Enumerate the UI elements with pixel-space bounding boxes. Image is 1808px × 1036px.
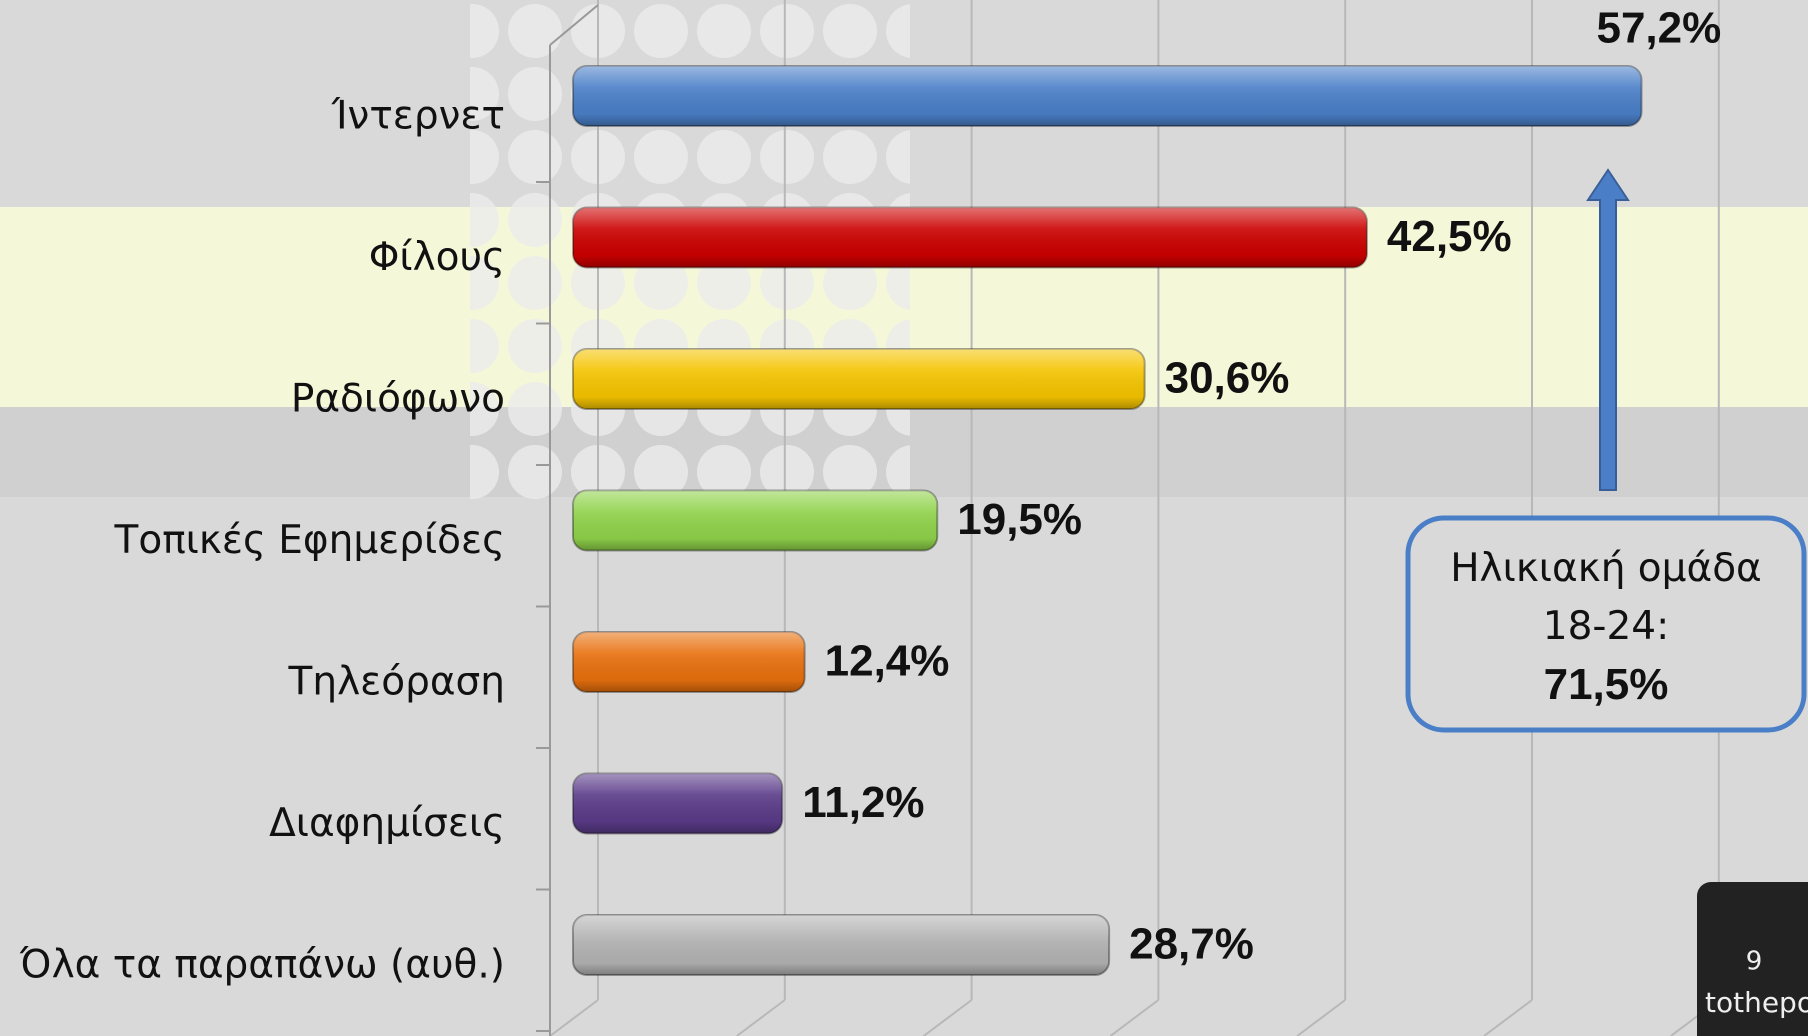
grid-floor: [549, 999, 599, 1036]
bar-shine: [573, 207, 1367, 268]
grid-floor: [736, 999, 786, 1036]
grid-floor: [1109, 999, 1160, 1036]
y-tick-label: Διαφημίσεις: [269, 801, 505, 846]
bars: 57,2% 42,5% 30,6% 19,5% 12,4% 11,2% 28,7%: [572, 4, 1721, 976]
value-label: 12,4%: [825, 637, 950, 686]
value-label: 57,2%: [1596, 4, 1721, 53]
y-tick-label: Ραδιόφωνο: [291, 377, 505, 422]
annotation-content: Ηλικιακή ομάδα 18-24: 71,5%: [1420, 540, 1792, 714]
y-tick-label: Τηλεόραση: [288, 660, 505, 705]
annotation-box: [1405, 515, 1807, 733]
arrow: [1586, 168, 1630, 491]
grid-floor: [922, 999, 973, 1036]
y-tick-label: Τοπικές Εφημερίδες: [114, 518, 505, 563]
value-label: 19,5%: [957, 495, 1082, 544]
bar-shine: [573, 349, 1145, 409]
value-label: 11,2%: [802, 778, 924, 827]
y-tick-label: Ίντερνετ: [331, 94, 505, 139]
value-label: 28,7%: [1129, 920, 1254, 969]
bar-shine: [573, 915, 1110, 975]
annotation-value: 71,5%: [1543, 660, 1669, 709]
logo-box: [1697, 882, 1808, 1036]
bar-shine: [573, 66, 1642, 126]
logo: tothepoint: [1705, 986, 1808, 1019]
y-tick-label: Φίλους: [369, 235, 505, 280]
value-label: 30,6%: [1165, 354, 1290, 403]
value-label: 42,5%: [1387, 212, 1512, 261]
axis-depth: [549, 4, 599, 46]
y-tick-label: Όλα τα παραπάνω (αυθ.): [19, 943, 505, 988]
grid-floor: [1296, 999, 1346, 1036]
grid-floor: [1483, 999, 1533, 1036]
bar-shine: [573, 632, 805, 692]
page-number: 9: [1746, 947, 1763, 977]
bar-shine: [573, 490, 938, 551]
bar-shine: [573, 773, 783, 834]
annotation: Ηλικιακή ομάδα 18-24: 71,5%: [1420, 540, 1792, 714]
annotation-text: Ηλικιακή ομάδα 18-24:: [1450, 546, 1762, 649]
